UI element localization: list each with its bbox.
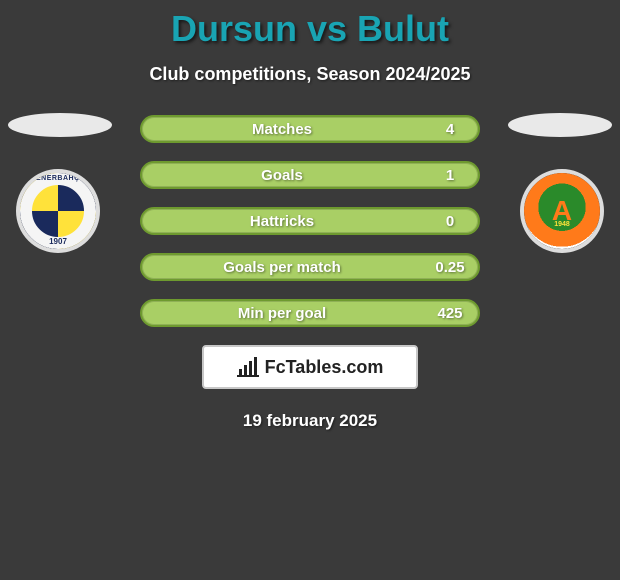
- page-title: Dursun vs Bulut: [0, 0, 620, 50]
- player-photo-right: [508, 113, 612, 137]
- stat-label: Goals: [142, 167, 422, 184]
- comparison-area: FENERBAHÇE 1907 A 1948 Matches 4 Goals 1…: [0, 115, 620, 327]
- club-badge-right-mark: A: [524, 173, 600, 249]
- stats-list: Matches 4 Goals 1 Hattricks 0 Goals per …: [140, 115, 480, 327]
- stat-value: 1: [422, 167, 478, 184]
- stat-row: Min per goal 425: [140, 299, 480, 327]
- bar-chart-icon: [237, 357, 259, 377]
- stat-label: Hattricks: [142, 213, 422, 230]
- stat-label: Min per goal: [142, 305, 422, 322]
- stat-label: Goals per match: [142, 259, 422, 276]
- club-badge-left: FENERBAHÇE 1907: [16, 169, 100, 253]
- date-label: 19 february 2025: [0, 411, 620, 431]
- stat-value: 0.25: [422, 259, 478, 276]
- club-badge-left-name: FENERBAHÇE: [20, 175, 96, 182]
- player-photo-left: [8, 113, 112, 137]
- stat-row: Goals per match 0.25: [140, 253, 480, 281]
- brand-link[interactable]: FcTables.com: [202, 345, 418, 389]
- stat-value: 425: [422, 305, 478, 322]
- stat-row: Hattricks 0: [140, 207, 480, 235]
- club-badge-right: A 1948: [520, 169, 604, 253]
- stat-value: 0: [422, 213, 478, 230]
- stat-row: Matches 4: [140, 115, 480, 143]
- club-badge-right-year: 1948: [524, 221, 600, 228]
- club-badge-left-year: 1907: [20, 237, 96, 246]
- brand-name: FcTables.com: [265, 357, 384, 378]
- page-subtitle: Club competitions, Season 2024/2025: [0, 64, 620, 85]
- stat-row: Goals 1: [140, 161, 480, 189]
- stat-label: Matches: [142, 121, 422, 138]
- stat-value: 4: [422, 121, 478, 138]
